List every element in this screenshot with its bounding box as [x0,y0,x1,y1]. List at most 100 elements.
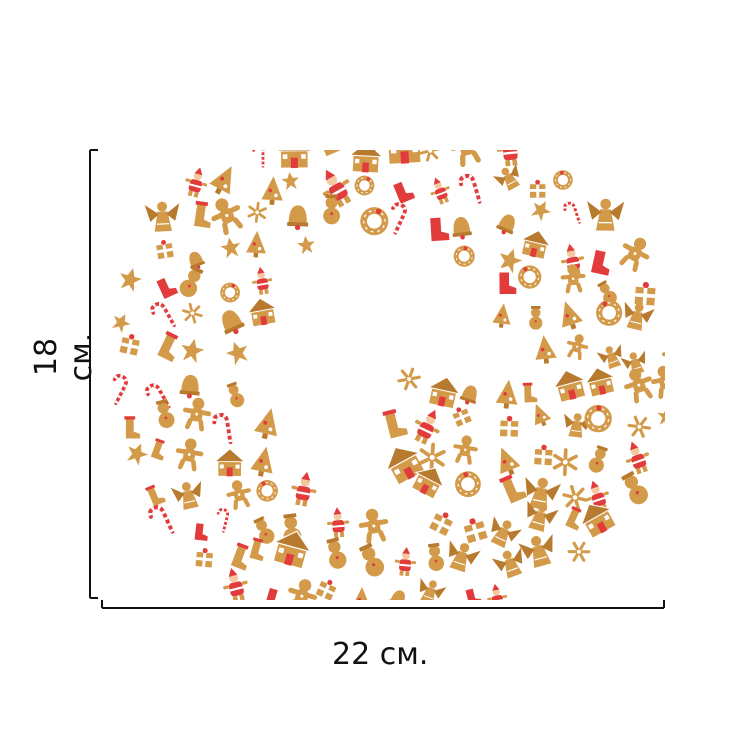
boot-icon [564,505,582,532]
angel-icon [596,344,622,370]
stocking-icon [153,273,179,300]
gift-icon [195,548,214,568]
wreath-icon [453,245,475,267]
santa-icon [586,480,609,513]
wreath-icon [360,207,389,236]
wreath-icon [220,282,240,303]
bell-icon [388,590,405,600]
santa-icon [394,546,417,577]
gingerbread-house-icon [213,448,246,477]
boot-icon [498,474,529,505]
gingerbread-man-icon [287,579,318,600]
snowflake-icon [182,302,203,324]
angel-icon [449,540,481,573]
gingerbread-man-icon [651,365,665,399]
tree-icon [250,446,273,477]
width-dimension-line [101,600,665,609]
santa-icon [252,266,273,295]
boot-icon [145,484,168,508]
gingerbread-q-pattern [109,150,665,600]
wreath-icon [354,175,375,196]
boot-icon [382,408,410,440]
star-icon [528,199,554,225]
gift-icon [315,579,337,600]
snowman-icon [529,305,543,330]
boot-icon [229,542,249,572]
gingerbread-man-icon [182,397,212,432]
bell-icon [459,385,477,405]
wreath-icon [256,480,278,502]
bell-icon [179,374,200,399]
gingerbread-man-icon [450,150,481,167]
stocking-icon [264,583,280,600]
gingerbread-house-icon [348,150,384,174]
gingerbread-man-icon [567,334,589,361]
angel-icon [491,547,523,579]
tree-icon [535,335,557,364]
gingerbread-man-icon [661,351,665,357]
angel-icon [419,577,447,600]
snowflake-icon [562,484,588,511]
stocking-icon [590,244,610,276]
candy-cane-icon [148,505,175,534]
santa-icon [487,583,508,600]
snowman-icon [427,542,445,572]
candy-cane-icon [563,201,581,224]
star-icon [178,336,208,367]
snowflake-icon [397,367,421,391]
bell-icon [495,214,515,235]
snowman-icon [620,470,648,505]
snowman-icon [358,542,385,577]
gingerbread-man-icon [358,508,389,544]
boot-icon [522,382,539,404]
star-icon [117,265,145,296]
candy-cane-icon [391,202,407,235]
gingerbread-man-icon [226,480,251,511]
tree-icon [500,447,521,476]
stocking-icon [428,212,450,242]
candy-cane-icon [252,150,265,168]
angel-icon [624,301,655,331]
tree-icon [253,408,277,440]
star-icon [294,233,317,257]
santa-icon [496,150,518,167]
gift-icon [119,334,140,356]
star-icon [109,312,133,336]
gingerbread-house-icon [427,376,461,410]
height-dimension-line [89,149,98,599]
gingerbread-house-icon [580,503,618,540]
tree-icon [351,586,371,600]
wreath-icon [553,170,573,190]
gingerbread-house-icon [410,467,445,500]
boot-icon [149,438,165,462]
star-icon [655,405,665,429]
boot-icon [155,330,179,364]
wreath-icon [596,299,623,326]
wreath-icon [518,265,542,289]
star-icon [124,441,151,469]
gingerbread-house-icon [246,297,278,328]
stocking-icon [194,519,208,541]
tree-icon [209,166,232,195]
star-icon [223,339,251,369]
gift-icon [529,179,546,198]
snowflake-icon [419,150,442,162]
gingerbread-house-icon [520,229,552,260]
tree-icon [492,303,511,328]
candy-cane-icon [458,173,482,204]
snowflake-icon [627,415,652,438]
tree-icon [261,176,283,205]
gingerbread-man-icon [211,198,243,236]
stocking-icon [463,584,483,600]
angel-icon [170,481,202,510]
boot-icon [248,537,265,563]
angel-icon [490,516,522,549]
star-icon [217,235,243,262]
angel-icon [527,500,559,532]
candy-cane-icon [150,301,176,327]
gingerbread-house-icon [272,530,313,570]
gingerbread-house-icon [584,367,616,398]
star-icon [496,246,526,277]
gingerbread-man-icon [175,438,204,472]
